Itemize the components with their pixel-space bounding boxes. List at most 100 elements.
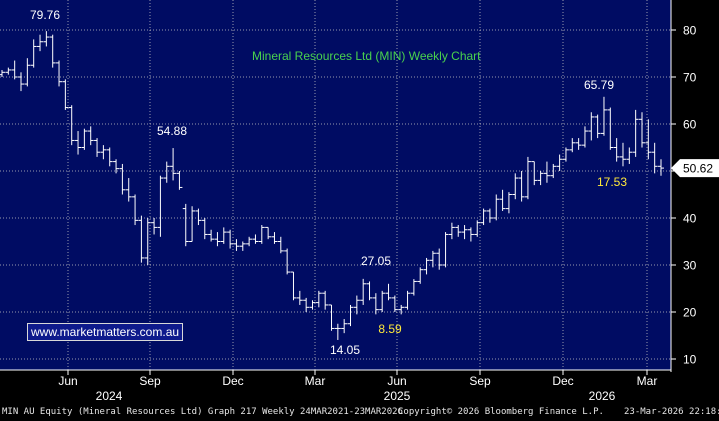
last-price-marker: 50.62 <box>671 159 719 178</box>
ohlc-bar <box>227 229 234 249</box>
plot-background <box>0 0 671 370</box>
ohlc-bar <box>18 72 25 92</box>
ohlc-bar <box>284 248 291 275</box>
ohlc-bar <box>214 232 221 247</box>
ohlc-bar <box>195 208 202 226</box>
ohlc-bar <box>556 154 563 171</box>
ohlc-bar <box>493 194 500 221</box>
ohlc-bar <box>474 220 481 237</box>
ohlc-bar <box>94 138 101 157</box>
ohlc-bar <box>372 293 379 315</box>
y-tick-label: 20 <box>683 306 697 320</box>
x-tick-label: Mar <box>305 374 326 388</box>
ohlc-bar <box>613 138 620 162</box>
x-axis: Jun Sep Dec Mar Jun Sep Dec Mar 2024 2025 2026 <box>58 370 657 403</box>
right-axis-background <box>671 0 719 405</box>
year-label: 2024 <box>96 389 123 403</box>
ohlc-bar <box>144 218 151 265</box>
ohlc-bar <box>385 283 392 301</box>
ohlc-bar <box>62 79 69 110</box>
ohlc-bar <box>499 189 506 211</box>
last-price-box <box>671 159 719 178</box>
ohlc-bar <box>334 323 341 340</box>
ohlc-bar <box>170 148 177 181</box>
ohlc-bar <box>87 126 94 146</box>
ohlc-bar <box>151 218 158 235</box>
ohlc-bar <box>75 131 82 155</box>
ohlc-bar <box>607 107 614 150</box>
x-tick-label: Dec <box>222 374 243 388</box>
footer-timestamp: 23-Mar-2026 22:18:43 <box>624 407 719 417</box>
y-axis: 1020304050607080 <box>671 24 697 367</box>
ohlc-bar <box>638 112 645 148</box>
ohlc-bar <box>24 58 31 87</box>
year-label: 2025 <box>384 389 411 403</box>
ohlc-bar <box>30 39 37 68</box>
ohlc-bar <box>233 239 240 251</box>
ohlc-bar <box>296 290 303 305</box>
ohlc-bar <box>543 161 550 183</box>
ohlc-bar <box>138 215 145 263</box>
ohlc-bar <box>290 271 297 301</box>
x-tick-label: Jun <box>387 374 406 388</box>
ohlc-bar <box>176 171 183 190</box>
price-annotation: 27.05 <box>361 254 391 268</box>
ohlc-bar <box>303 297 310 312</box>
ohlc-bar <box>524 156 531 200</box>
ohlc-bar <box>43 31 50 47</box>
ohlc-bar <box>341 319 348 334</box>
y-tick-label: 10 <box>683 353 697 367</box>
ohlc-bar <box>410 279 417 296</box>
ohlc-bar <box>436 248 443 270</box>
grid-lines <box>0 0 671 370</box>
ohlc-bar <box>486 208 493 223</box>
ohlc-bar <box>56 60 63 87</box>
ohlc-bar <box>271 232 278 244</box>
footer-security-info: MIN AU Equity (Mineral Resources Ltd) Gr… <box>2 407 403 417</box>
ohlc-bar <box>417 267 424 284</box>
ohlc-bar <box>651 142 658 174</box>
ohlc-bar <box>347 304 354 327</box>
watermark-link[interactable]: www.marketmatters.com.au <box>27 323 184 341</box>
ohlc-bar <box>132 194 139 226</box>
ohlc-bar <box>277 236 284 254</box>
ohlc-bar <box>189 206 196 242</box>
price-annotation: 79.76 <box>30 8 60 22</box>
ohlc-bar <box>322 290 329 310</box>
ohlc-bar <box>11 60 18 80</box>
ohlc-bars <box>0 31 664 340</box>
ohlc-bar <box>455 225 462 237</box>
price-annotation: 17.53 <box>597 175 627 189</box>
ohlc-bar <box>594 114 601 139</box>
chart-title: Mineral Resources Ltd (MIN) Weekly Chart <box>252 49 481 63</box>
ohlc-bar <box>505 192 512 214</box>
ohlc-bar <box>353 295 360 315</box>
y-tick-label: 30 <box>683 259 697 273</box>
ohlc-bar <box>429 250 436 268</box>
ohlc-bar <box>442 232 449 268</box>
y-tick-label: 80 <box>683 24 697 38</box>
ohlc-bar <box>258 225 265 244</box>
y-tick-label: 70 <box>683 71 697 85</box>
ohlc-bar <box>404 290 411 310</box>
ohlc-bar <box>119 163 126 195</box>
ohlc-bar <box>537 171 544 186</box>
ohlc-bar <box>562 147 569 162</box>
ohlc-bar <box>619 142 626 167</box>
ohlc-bar <box>81 128 88 150</box>
price-annotation: 8.59 <box>378 322 402 336</box>
ohlc-bar <box>550 163 557 179</box>
ohlc-bar <box>512 173 519 200</box>
ohlc-bar <box>461 225 468 240</box>
ohlc-bar <box>315 290 322 308</box>
ohlc-bar <box>163 161 170 183</box>
ohlc-bar <box>398 304 405 315</box>
ohlc-bar <box>626 147 633 164</box>
ohlc-bar <box>575 138 582 150</box>
ohlc-bar <box>239 241 246 251</box>
ohlc-bar <box>658 159 664 176</box>
ohlc-bar <box>106 147 113 167</box>
ohlc-bar <box>246 236 253 247</box>
ohlc-bar <box>480 208 487 226</box>
ohlc-bar <box>518 171 525 202</box>
